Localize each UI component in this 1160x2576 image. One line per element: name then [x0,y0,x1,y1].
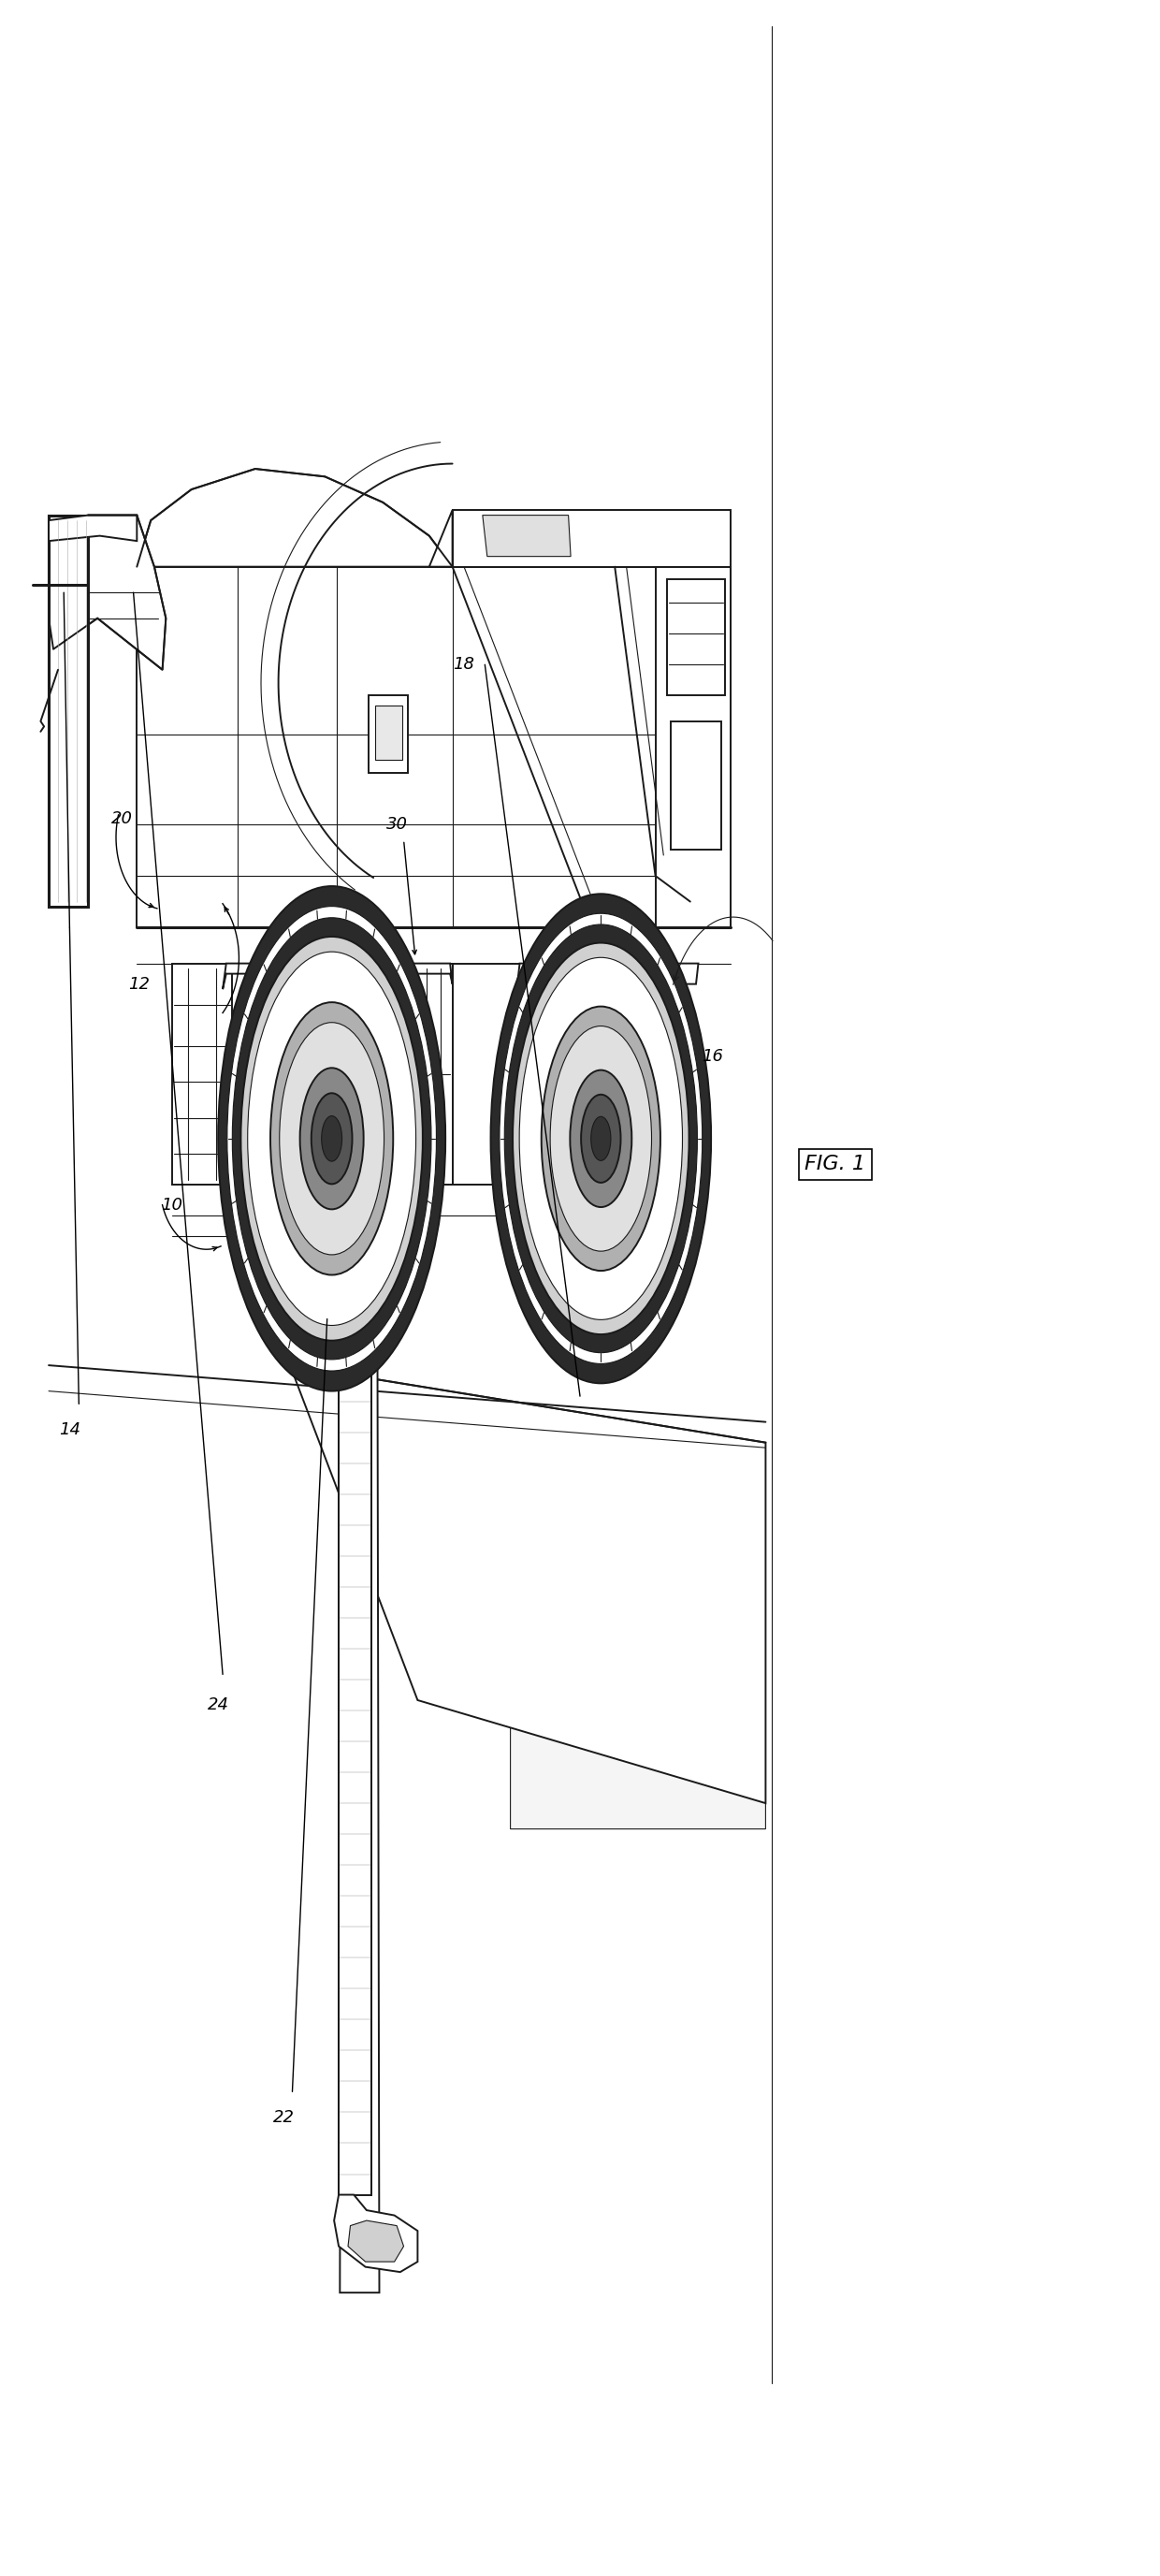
Text: 22: 22 [274,2110,295,2125]
Text: 14: 14 [59,1422,80,1437]
Text: 10: 10 [161,1198,182,1213]
Polygon shape [357,963,452,1185]
Circle shape [505,925,697,1352]
Circle shape [227,907,436,1370]
Circle shape [590,1115,611,1162]
Polygon shape [340,1121,379,2293]
Circle shape [581,1095,621,1182]
Polygon shape [670,721,722,850]
Polygon shape [49,515,166,670]
Polygon shape [667,580,725,696]
Polygon shape [483,515,571,556]
Polygon shape [290,1365,766,1803]
Polygon shape [568,979,626,1133]
Polygon shape [223,963,452,989]
Polygon shape [655,567,731,927]
Circle shape [247,951,416,1327]
Polygon shape [510,1422,766,1829]
Circle shape [542,1007,660,1270]
Polygon shape [334,1121,376,1151]
Text: 24: 24 [208,1698,229,1713]
Text: 18: 18 [454,657,474,672]
Polygon shape [369,696,408,773]
Polygon shape [334,2195,418,2272]
Circle shape [311,1092,353,1185]
Circle shape [280,1023,384,1255]
Text: FIG. 1: FIG. 1 [805,1154,865,1175]
Polygon shape [342,1121,377,1133]
Polygon shape [137,469,452,567]
Text: 30: 30 [386,817,407,832]
Text: 20: 20 [111,811,132,827]
Circle shape [513,943,689,1334]
Circle shape [550,1025,652,1252]
Circle shape [300,1069,363,1208]
Circle shape [241,938,422,1340]
Polygon shape [137,567,731,927]
Polygon shape [452,510,731,567]
Circle shape [232,917,432,1360]
Polygon shape [172,963,232,1185]
Circle shape [491,894,711,1383]
Polygon shape [348,2221,404,2262]
Circle shape [270,1002,393,1275]
Polygon shape [375,706,403,760]
Polygon shape [452,963,520,1185]
Polygon shape [517,963,698,984]
Polygon shape [429,510,452,567]
Circle shape [321,1115,342,1162]
Circle shape [570,1069,632,1208]
Polygon shape [49,515,137,541]
Text: 12: 12 [129,976,150,992]
Circle shape [218,886,445,1391]
Circle shape [520,958,682,1319]
Polygon shape [49,515,88,907]
Text: 16: 16 [702,1048,723,1064]
Polygon shape [339,1121,371,2195]
Circle shape [500,914,702,1363]
